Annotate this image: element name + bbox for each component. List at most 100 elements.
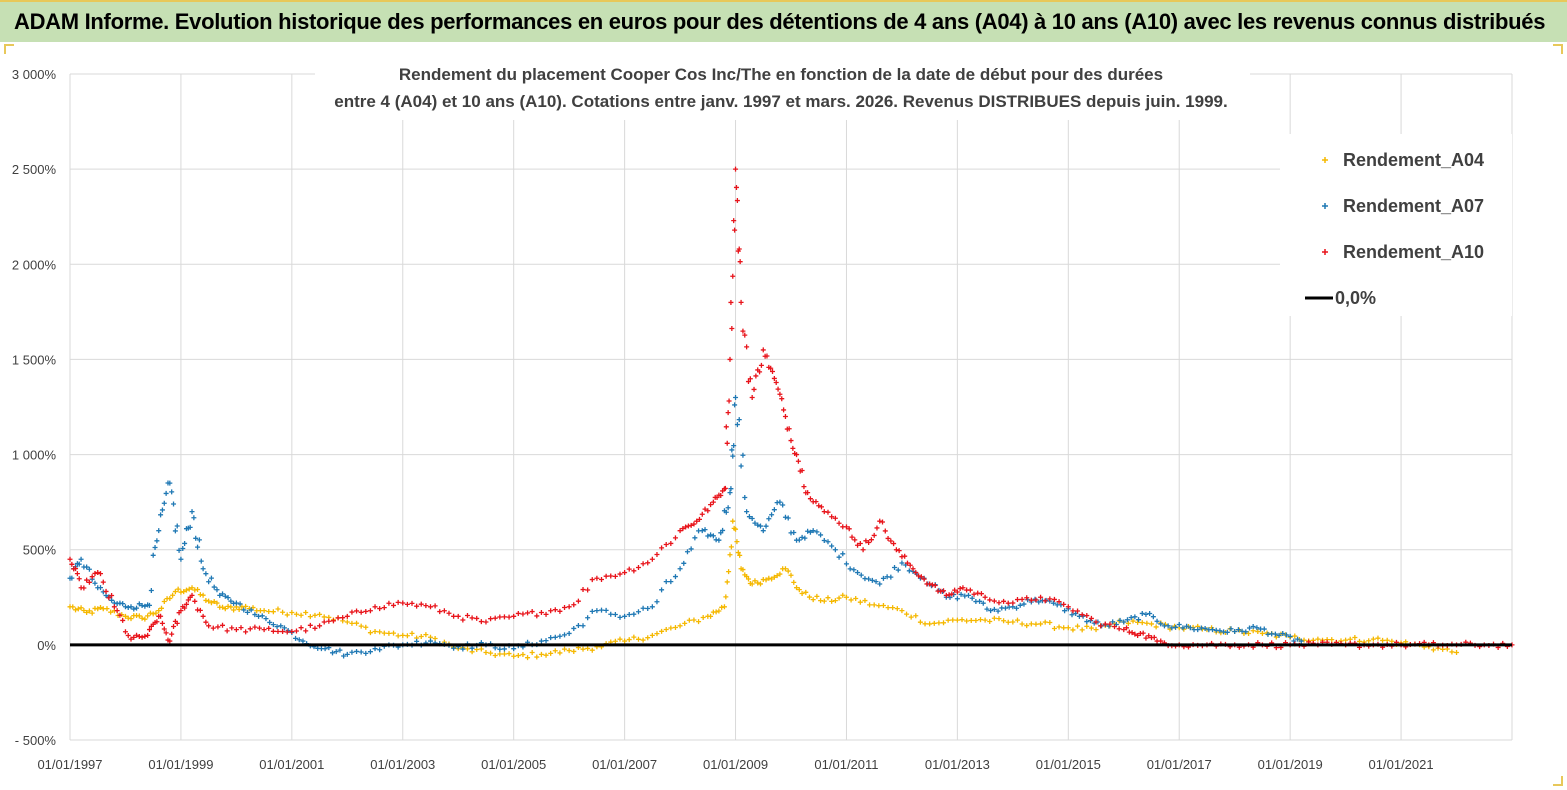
point-rendement-a04 <box>1343 637 1349 643</box>
x-tick-label: 01/01/2007 <box>592 757 657 772</box>
point-rendement-a07 <box>1210 627 1216 633</box>
point-rendement-a04 <box>1135 619 1141 625</box>
point-rendement-a07 <box>548 635 554 641</box>
point-rendement-a10 <box>699 511 705 517</box>
point-rendement-a07 <box>631 611 637 617</box>
point-rendement-a04 <box>585 645 591 651</box>
point-rendement-a10 <box>781 407 787 413</box>
point-rendement-a07 <box>699 528 705 534</box>
point-rendement-a10 <box>92 570 98 576</box>
point-rendement-a07 <box>557 633 563 639</box>
point-rendement-a07 <box>1147 610 1153 616</box>
point-rendement-a04 <box>1329 637 1335 643</box>
point-rendement-a04 <box>728 544 734 550</box>
point-rendement-a04 <box>1019 621 1025 627</box>
header-banner: ADAM Informe. Evolution historique des p… <box>0 0 1567 42</box>
point-rendement-a07 <box>681 560 687 566</box>
point-rendement-a04 <box>488 650 494 656</box>
point-rendement-a04 <box>640 637 646 643</box>
point-rendement-a10 <box>497 614 503 620</box>
point-rendement-a07 <box>744 509 750 515</box>
point-rendement-a10 <box>321 619 327 625</box>
point-rendement-a10 <box>275 628 281 634</box>
chart-title-line-2: entre 4 (A04) et 10 ans (A10). Cotations… <box>334 92 1227 111</box>
point-rendement-a04 <box>1149 621 1154 627</box>
point-rendement-a04 <box>977 617 983 623</box>
point-rendement-a10 <box>799 468 805 474</box>
legend-label: Rendement_A04 <box>1343 150 1484 170</box>
point-rendement-a10 <box>751 386 757 392</box>
point-rendement-a04 <box>381 630 387 636</box>
point-rendement-a04 <box>922 621 928 627</box>
point-rendement-a10 <box>608 573 614 579</box>
point-rendement-a04 <box>799 590 805 596</box>
point-rendement-a10 <box>1135 632 1141 638</box>
point-rendement-a10 <box>1028 597 1034 603</box>
point-rendement-a04 <box>303 610 309 616</box>
point-rendement-a10 <box>1158 638 1164 644</box>
point-rendement-a07 <box>214 587 220 593</box>
point-rendement-a10 <box>971 591 977 597</box>
point-rendement-a10 <box>946 592 952 598</box>
point-rendement-a04 <box>492 653 498 659</box>
point-rendement-a10 <box>377 606 383 612</box>
point-rendement-a10 <box>414 603 420 609</box>
point-rendement-a04 <box>122 613 128 619</box>
point-rendement-a07 <box>281 625 287 631</box>
point-rendement-a04 <box>195 587 201 593</box>
point-rendement-a10 <box>603 573 609 579</box>
point-rendement-a04 <box>395 633 401 639</box>
point-rendement-a04 <box>696 619 702 625</box>
point-rendement-a10 <box>159 620 165 626</box>
point-rendement-a10 <box>229 625 235 631</box>
point-rendement-a10 <box>354 608 360 614</box>
point-rendement-a10 <box>825 509 831 515</box>
point-rendement-a04 <box>708 613 714 619</box>
point-rendement-a07 <box>172 528 178 534</box>
point-rendement-a10 <box>67 556 73 562</box>
point-rendement-a04 <box>95 606 101 612</box>
point-rendement-a07 <box>566 630 572 636</box>
point-rendement-a10 <box>492 615 498 621</box>
point-rendement-a04 <box>744 573 750 579</box>
point-rendement-a10 <box>805 490 811 496</box>
point-rendement-a04 <box>871 602 877 608</box>
point-rendement-a10 <box>813 499 819 505</box>
point-rendement-a10 <box>996 600 1002 606</box>
point-rendement-a10 <box>737 259 743 265</box>
point-rendement-a07 <box>92 580 98 586</box>
point-rendement-a10 <box>1005 600 1011 606</box>
point-rendement-a10 <box>298 625 304 631</box>
point-rendement-a07 <box>736 417 742 423</box>
point-rendement-a04 <box>81 608 87 614</box>
point-rendement-a04 <box>968 617 974 623</box>
point-rendement-a10 <box>349 609 355 615</box>
point-rendement-a10 <box>677 528 683 534</box>
point-rendement-a04 <box>769 576 775 582</box>
point-rendement-a07 <box>740 452 746 458</box>
point-rendement-a10 <box>98 571 104 577</box>
point-rendement-a10 <box>293 628 299 634</box>
point-rendement-a10 <box>1033 597 1039 603</box>
point-rendement-a04 <box>520 652 526 658</box>
point-rendement-a04 <box>763 577 769 583</box>
point-rendement-a07 <box>300 638 306 644</box>
point-rendement-a10 <box>645 560 651 566</box>
point-rendement-a10 <box>84 577 90 583</box>
point-rendement-a10 <box>668 540 674 546</box>
point-rendement-a10 <box>142 633 148 639</box>
x-axis-labels: 01/01/1997 01/01/1999 01/01/2001 01/01/2003… <box>37 757 1433 772</box>
point-rendement-a10 <box>106 595 112 601</box>
point-rendement-a10 <box>888 538 894 544</box>
point-rendement-a10 <box>747 376 753 382</box>
x-tick-label: 01/01/2011 <box>814 757 878 772</box>
point-rendement-a07 <box>152 545 158 551</box>
point-rendement-a10 <box>760 347 766 353</box>
point-rendement-a10 <box>764 353 770 359</box>
point-rendement-a07 <box>228 598 234 604</box>
point-rendement-a07 <box>612 612 618 618</box>
point-rendement-a07 <box>131 606 137 612</box>
point-rendement-a04 <box>1454 649 1460 655</box>
point-rendement-a04 <box>1093 627 1099 633</box>
point-rendement-a07 <box>617 614 623 620</box>
